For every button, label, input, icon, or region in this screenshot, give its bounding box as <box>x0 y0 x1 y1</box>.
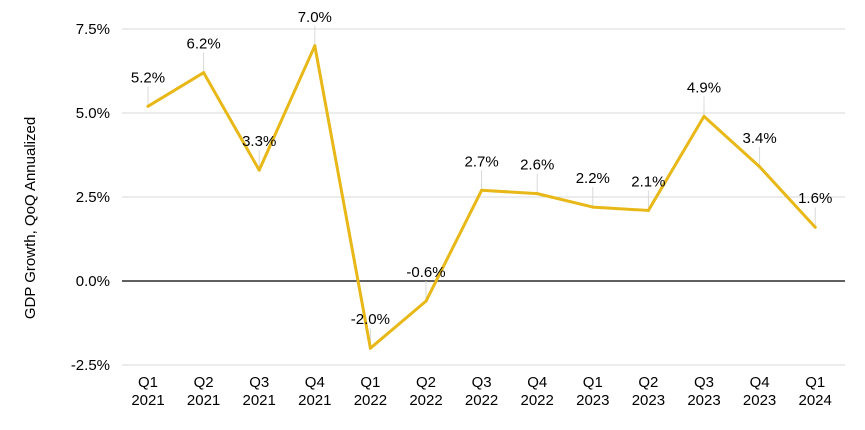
y-axis-ticks: -2.5% 0.0% 2.5% 5.0% 7.5% <box>71 21 110 374</box>
x-tick-label-line: Q1 <box>583 374 603 391</box>
x-tick-label-line: Q2 <box>194 374 214 391</box>
x-tick-label-line: 2022 <box>409 392 442 409</box>
data-label: 1.6% <box>798 190 832 207</box>
x-tick-label-line: 2022 <box>465 392 498 409</box>
x-tick-label-line: 2023 <box>632 392 665 409</box>
x-tick-label-line: 2021 <box>243 392 276 409</box>
x-tick-label-line: Q4 <box>750 374 770 391</box>
data-point <box>146 104 150 108</box>
y-tick-label: 0.0% <box>76 273 110 290</box>
x-tick-label-line: 2023 <box>743 392 776 409</box>
data-point <box>480 188 484 192</box>
data-label: 7.0% <box>298 9 332 26</box>
data-label: 6.2% <box>186 36 220 53</box>
data-point <box>535 192 539 196</box>
label-leaders <box>147 25 816 349</box>
data-point <box>424 299 428 303</box>
x-tick-label-line: 2023 <box>576 392 609 409</box>
x-tick-label: Q2 2023 <box>632 374 665 409</box>
gridlines <box>122 28 845 366</box>
x-tick-label-line: Q2 <box>416 374 436 391</box>
y-tick-label: 5.0% <box>76 105 110 122</box>
x-tick-label-line: 2023 <box>687 392 720 409</box>
data-label: -0.6% <box>406 264 445 281</box>
x-tick-label-line: Q3 <box>249 374 269 391</box>
x-tick-label-line: 2021 <box>187 392 220 409</box>
x-tick-label-line: Q4 <box>527 374 547 391</box>
data-point <box>591 205 595 209</box>
y-tick-label: 2.5% <box>76 189 110 206</box>
x-tick-label-line: Q3 <box>472 374 492 391</box>
data-point <box>368 346 372 350</box>
x-tick-label-line: 2024 <box>799 392 832 409</box>
data-label: 2.1% <box>631 173 665 190</box>
x-tick-label: Q2 2021 <box>187 374 220 409</box>
data-label: 2.6% <box>520 157 554 174</box>
x-tick-label-line: Q1 <box>138 374 158 391</box>
x-tick-label: Q4 2021 <box>298 374 331 409</box>
x-tick-label-line: 2022 <box>521 392 554 409</box>
data-point <box>202 71 206 75</box>
data-point <box>702 114 706 118</box>
x-tick-label: Q3 2021 <box>243 374 276 409</box>
x-tick-label: Q1 2024 <box>799 374 832 409</box>
y-axis-title: GDP Growth, QoQ Annualized <box>22 117 39 319</box>
x-tick-label: Q1 2021 <box>131 374 164 409</box>
x-tick-label: Q2 2022 <box>409 374 442 409</box>
data-point <box>758 165 762 169</box>
data-label: 4.9% <box>687 79 721 96</box>
data-label: 5.2% <box>131 69 165 86</box>
data-label: -2.0% <box>351 311 390 328</box>
x-tick-label: Q1 2023 <box>576 374 609 409</box>
data-label: 3.4% <box>742 130 776 147</box>
series-layer <box>146 44 817 350</box>
x-tick-label-line: 2022 <box>354 392 387 409</box>
x-tick-label: Q3 2023 <box>687 374 720 409</box>
data-point <box>313 44 317 48</box>
data-label: 2.7% <box>464 153 498 170</box>
x-tick-label-line: 2021 <box>131 392 164 409</box>
x-tick-label-line: Q1 <box>805 374 825 391</box>
y-tick-label: 7.5% <box>76 21 110 38</box>
x-tick-label: Q3 2022 <box>465 374 498 409</box>
data-label: 2.2% <box>576 170 610 187</box>
x-tick-label-line: 2021 <box>298 392 331 409</box>
data-point <box>646 208 650 212</box>
data-label: 3.3% <box>242 133 276 150</box>
x-tick-label-line: Q1 <box>360 374 380 391</box>
x-tick-label: Q4 2022 <box>521 374 554 409</box>
y-tick-label: -2.5% <box>71 357 110 374</box>
x-tick-label-line: Q2 <box>638 374 658 391</box>
x-tick-label: Q1 2022 <box>354 374 387 409</box>
x-tick-label-line: Q4 <box>305 374 325 391</box>
x-tick-label: Q4 2023 <box>743 374 776 409</box>
data-labels: 5.2% 6.2% 3.3% 7.0% -2.0% -0.6% 2.7% 2.6% 2.2% 2.… <box>131 9 832 328</box>
data-point <box>813 225 817 229</box>
data-point <box>257 168 261 172</box>
x-tick-label-line: Q3 <box>694 374 714 391</box>
